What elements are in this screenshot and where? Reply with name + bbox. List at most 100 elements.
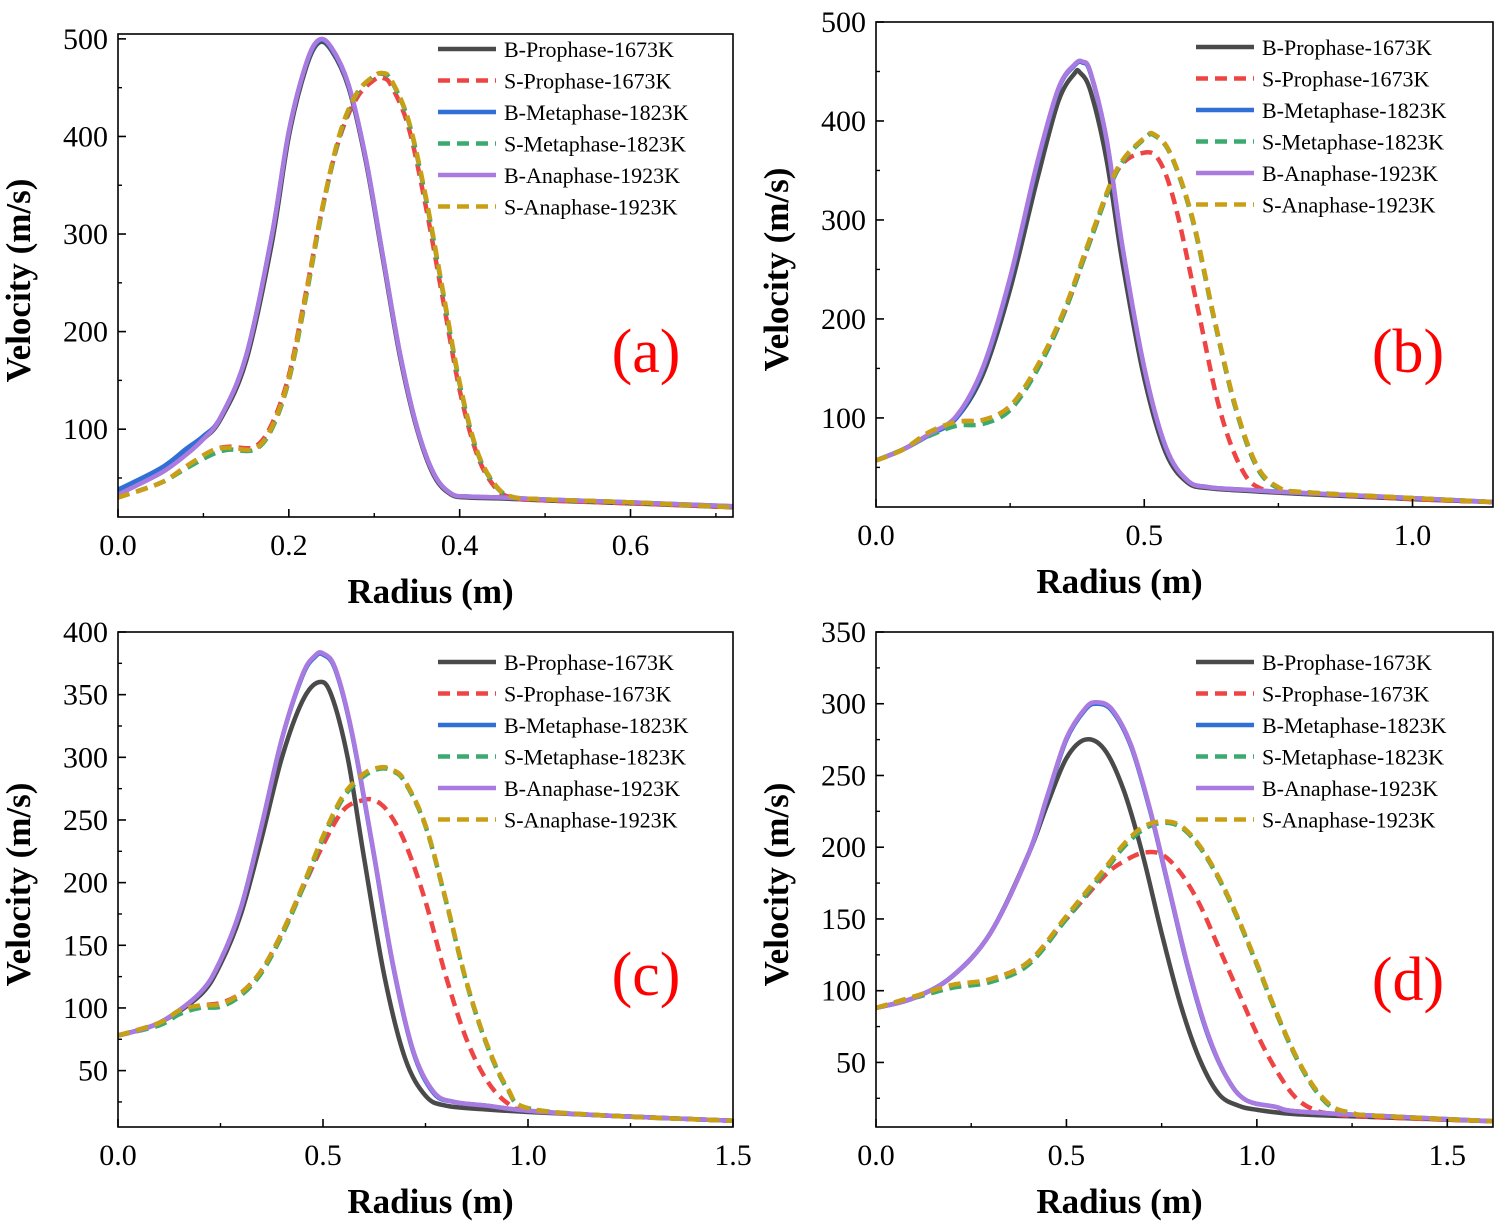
legend-label: B-Prophase-1673K: [504, 650, 674, 675]
x-axis-title: Radius (m): [1036, 562, 1202, 601]
y-tick-label: 400: [63, 616, 108, 649]
y-tick-label: 50: [836, 1046, 866, 1079]
series-group: [118, 650, 733, 1123]
x-tick-label: 1.5: [714, 1139, 752, 1172]
x-tick-label: 0.6: [612, 529, 650, 562]
series-line-b-anaphase-1923k: [118, 36, 733, 509]
x-tick-label: 0.0: [99, 1139, 137, 1172]
y-tick-label: 150: [821, 903, 866, 936]
y-axis-title: Velocity (m/s): [757, 783, 796, 987]
y-tick-label: 300: [821, 204, 866, 237]
y-tick-label: 300: [63, 218, 108, 251]
x-tick-label: 1.5: [1429, 1139, 1467, 1172]
panel-label: (c): [612, 941, 681, 1009]
series-group: [118, 36, 733, 510]
legend-label: B-Anaphase-1923K: [1262, 161, 1438, 186]
plot-frame: [117, 33, 734, 518]
series-line-b-anaphase-1923k: [118, 650, 733, 1123]
y-tick-label: 100: [821, 975, 866, 1008]
x-tick-label: 0.5: [304, 1139, 342, 1172]
legend-label: B-Anaphase-1923K: [504, 776, 680, 801]
legend-label: S-Prophase-1673K: [504, 69, 672, 94]
plot-frame: [875, 631, 1494, 1128]
legend-label: S-Prophase-1673K: [1262, 682, 1430, 707]
y-tick-label: 350: [63, 679, 108, 712]
series-line-s-metaphase-1823k: [118, 766, 733, 1123]
x-tick-label: 0.2: [270, 529, 308, 562]
x-tick-label: 0.0: [857, 1139, 895, 1172]
y-tick-label: 400: [821, 105, 866, 138]
legend-label: B-Metaphase-1823K: [504, 713, 689, 738]
legend-label: S-Anaphase-1923K: [1262, 808, 1436, 833]
legend-label: B-Anaphase-1923K: [504, 163, 680, 188]
chart-panel-1: 0.0 0.2 0.4 0.6 100 200 300 400 500 Radius (m) Vel…: [0, 23, 734, 611]
y-axis-title: Velocity (m/s): [757, 168, 796, 372]
legend-label: S-Metaphase-1823K: [504, 745, 686, 770]
legend: B-Prophase-1673K S-Prophase-1673K B-Metaph…: [438, 650, 689, 833]
y-tick-label: 500: [821, 6, 866, 39]
y-tick-label: 200: [821, 303, 866, 336]
series-line-s-anaphase-1923k: [876, 130, 1493, 505]
panel-label: (a): [612, 318, 681, 386]
y-tick-label: 350: [821, 616, 866, 649]
legend-label: B-Anaphase-1923K: [1262, 776, 1438, 801]
x-tick-label: 1.0: [1394, 519, 1432, 552]
y-tick-label: 200: [63, 316, 108, 349]
legend: B-Prophase-1673K S-Prophase-1673K B-Metaph…: [1196, 650, 1447, 833]
x-axis-title: Radius (m): [347, 1182, 513, 1221]
legend-label: S-Metaphase-1823K: [504, 132, 686, 157]
legend-label: B-Prophase-1673K: [1262, 35, 1432, 60]
y-axis-title: Velocity (m/s): [0, 783, 38, 987]
chart-panel-2: 0.0 0.5 1.0 100 200 300 400 500 Radius (m) Veloci…: [757, 6, 1494, 601]
x-axis-title: Radius (m): [347, 572, 513, 611]
y-tick-label: 300: [821, 688, 866, 721]
panel-label: (d): [1372, 946, 1444, 1014]
y-tick-label: 250: [63, 804, 108, 837]
series-line-b-anaphase-1923k: [876, 699, 1493, 1124]
y-tick-label: 300: [63, 741, 108, 774]
series-line-s-anaphase-1923k: [118, 70, 733, 510]
x-tick-label: 0.5: [1126, 519, 1164, 552]
x-axis-title: Radius (m): [1036, 1182, 1202, 1221]
y-tick-label: 100: [63, 413, 108, 446]
chart-panel-4: 0.0 0.5 1.0 1.5 50 100 150 200 250 300 350 Radius (…: [757, 616, 1494, 1221]
series-line-s-anaphase-1923k: [118, 764, 733, 1123]
legend-label: B-Metaphase-1823K: [504, 100, 689, 125]
series-line-b-anaphase-1923k: [876, 58, 1493, 505]
y-tick-label: 100: [63, 992, 108, 1025]
y-tick-label: 500: [63, 23, 108, 56]
legend-label: B-Metaphase-1823K: [1262, 713, 1447, 738]
x-tick-label: 1.0: [1238, 1139, 1276, 1172]
legend-label: S-Prophase-1673K: [504, 682, 672, 707]
legend-label: S-Prophase-1673K: [1262, 67, 1430, 92]
legend-label: S-Anaphase-1923K: [504, 195, 678, 220]
y-tick-label: 400: [63, 120, 108, 153]
legend-label: B-Prophase-1673K: [1262, 650, 1432, 675]
x-tick-label: 0.0: [857, 519, 895, 552]
legend-label: S-Metaphase-1823K: [1262, 130, 1444, 155]
legend: B-Prophase-1673K S-Prophase-1673K B-Metaph…: [438, 37, 689, 220]
y-tick-label: 250: [821, 759, 866, 792]
x-tick-label: 0.5: [1048, 1139, 1086, 1172]
y-tick-label: 50: [78, 1055, 108, 1088]
chart-panel-3: 0.0 0.5 1.0 1.5 50 100 150 200 250 300 350 400 Radiu…: [0, 616, 752, 1221]
series-line-s-metaphase-1823k: [876, 820, 1493, 1124]
series-group: [876, 699, 1493, 1124]
y-axis-title: Velocity (m/s): [0, 179, 38, 383]
y-tick-label: 150: [63, 929, 108, 962]
x-tick-label: 0.0: [99, 529, 137, 562]
legend-label: S-Anaphase-1923K: [504, 808, 678, 833]
plot-frame: [875, 21, 1494, 508]
series-line-s-anaphase-1923k: [876, 819, 1493, 1124]
y-tick-label: 200: [821, 831, 866, 864]
series-group: [876, 58, 1493, 505]
series-line-b-metaphase-1823k: [876, 59, 1493, 505]
legend-label: S-Metaphase-1823K: [1262, 745, 1444, 770]
y-tick-label: 200: [63, 867, 108, 900]
x-tick-label: 0.4: [441, 529, 479, 562]
legend: B-Prophase-1673K S-Prophase-1673K B-Metaph…: [1196, 35, 1447, 218]
legend-label: S-Anaphase-1923K: [1262, 193, 1436, 218]
x-tick-label: 1.0: [509, 1139, 547, 1172]
legend-label: B-Prophase-1673K: [504, 37, 674, 62]
